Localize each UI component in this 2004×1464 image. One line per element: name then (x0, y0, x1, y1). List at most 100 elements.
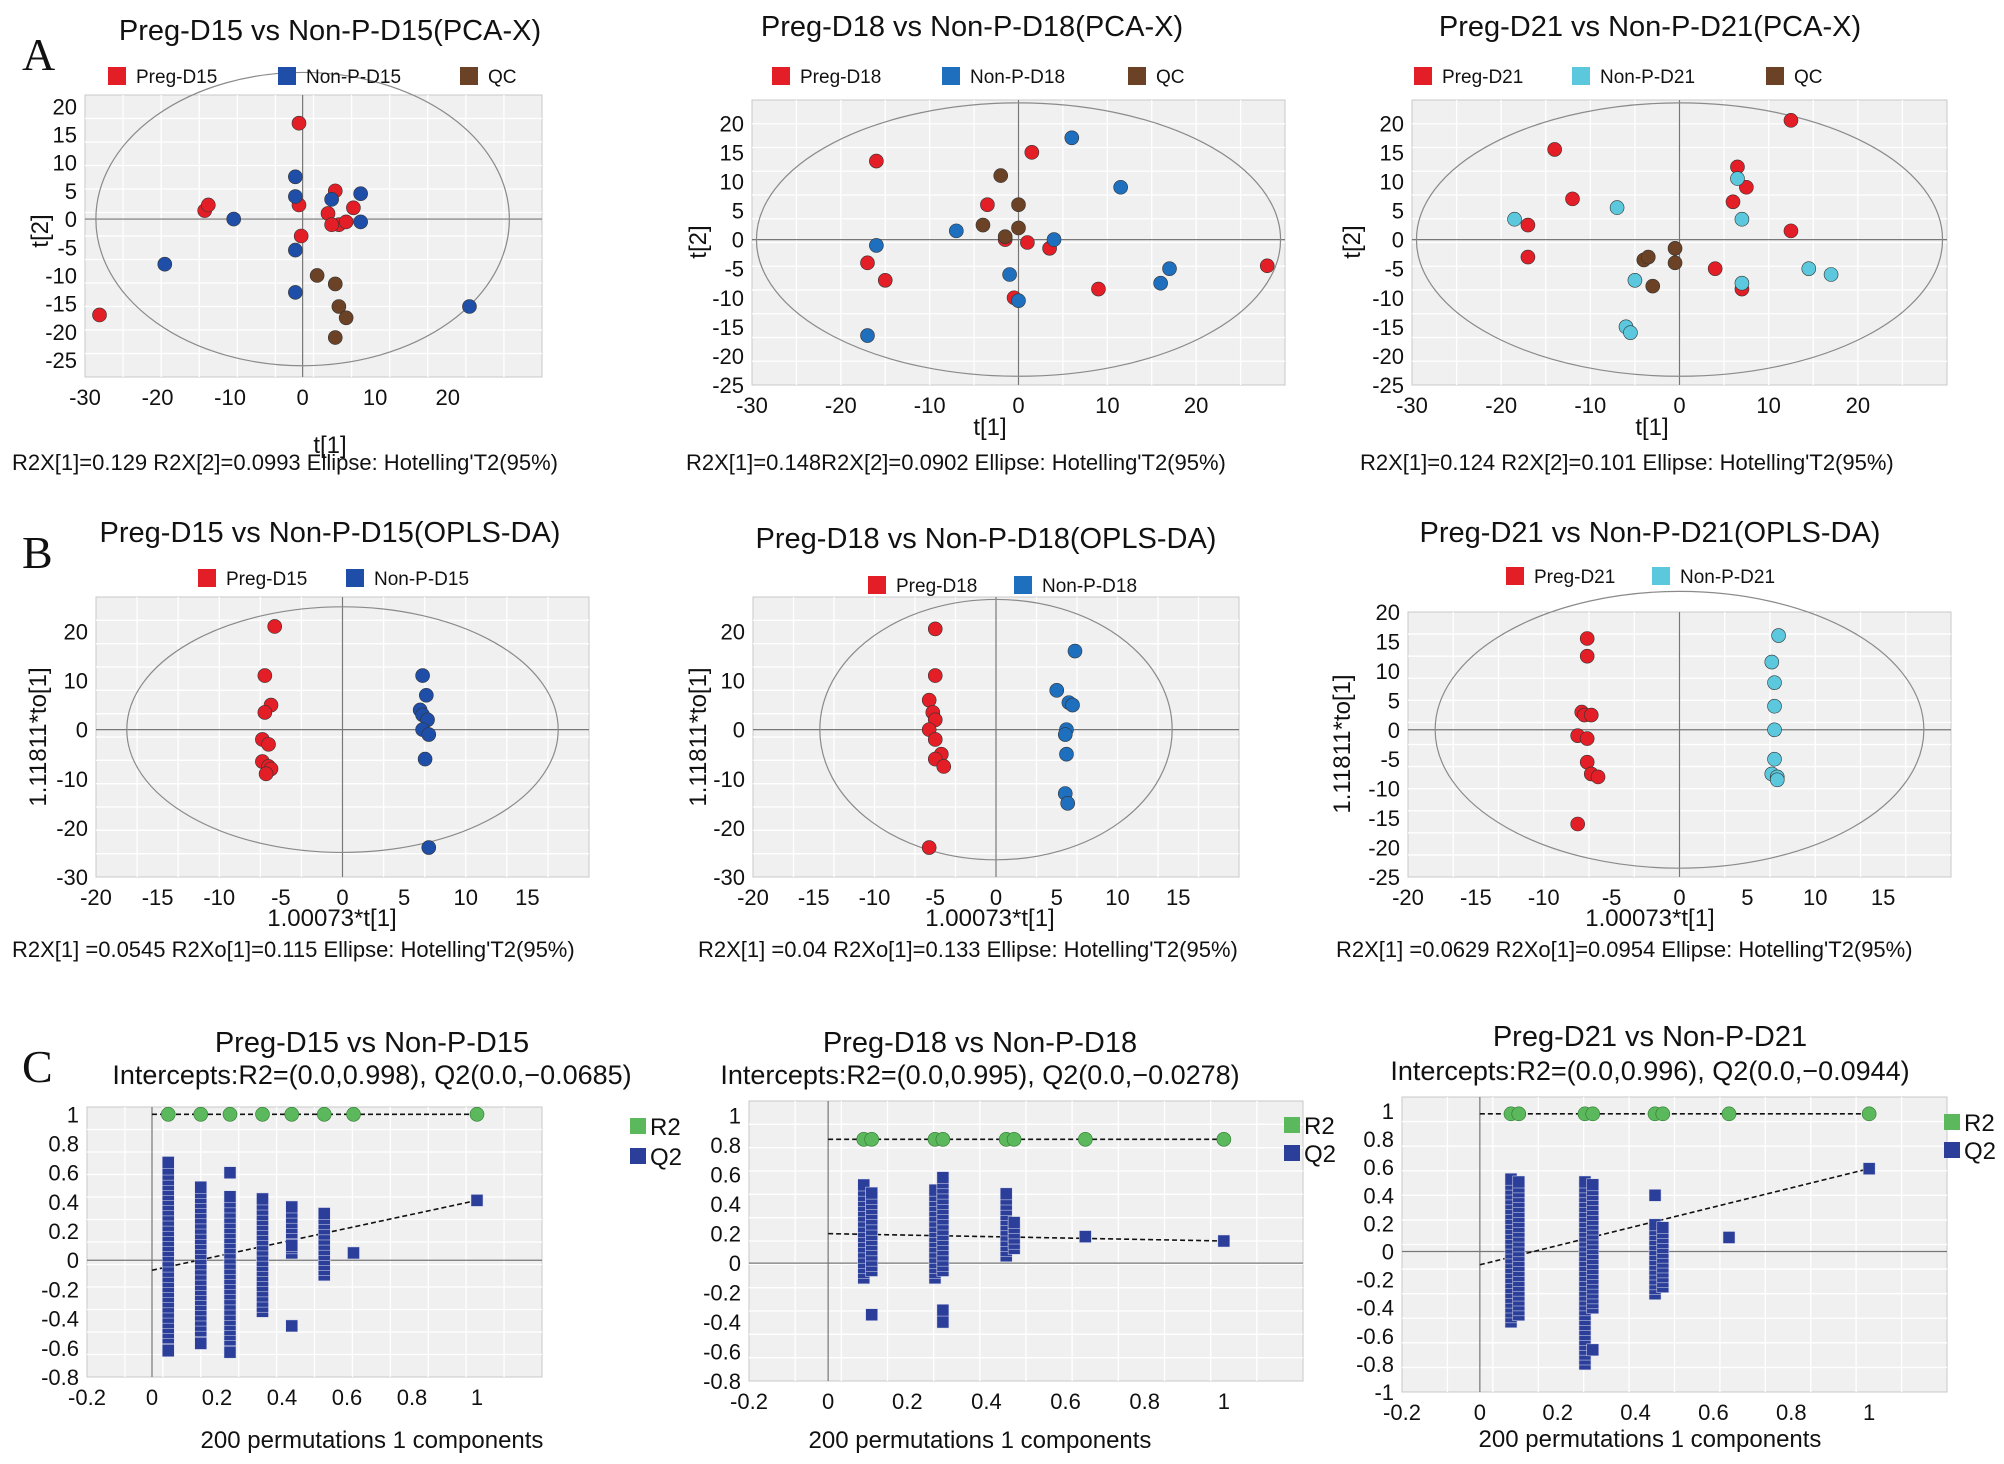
y-axis-label: t[2] (1339, 225, 1366, 258)
hotelling-ellipse (1415, 102, 1944, 377)
y-tick-label: -20 (1372, 344, 1404, 369)
hotelling-ellipse (1434, 590, 1925, 869)
x-tick-label: -15 (1460, 885, 1492, 910)
x-tick-label: 10 (1803, 885, 1827, 910)
y-tick-label: 0.8 (710, 1133, 741, 1158)
y-tick-label: 10 (1380, 169, 1404, 194)
legend-label: QC (1794, 67, 1823, 88)
data-point (927, 621, 943, 637)
data-point (1627, 273, 1643, 288)
x-tick-label: 0.8 (1776, 1400, 1807, 1425)
q2-point (194, 1337, 207, 1350)
y-tick-label: -20 (45, 320, 77, 345)
y-tick-label: 0.8 (48, 1131, 79, 1156)
y-tick-label: 15 (1376, 629, 1400, 654)
q2-point (936, 1171, 950, 1184)
y-tick-label: -0.8 (703, 1369, 741, 1394)
legend-swatch (1506, 567, 1524, 585)
data-point (936, 759, 952, 774)
x-tick-label: -10 (914, 393, 946, 418)
data-point (267, 619, 283, 634)
r2-point (864, 1132, 879, 1147)
y-tick-label: -25 (712, 373, 744, 398)
data-point (1570, 816, 1585, 832)
data-point (1162, 261, 1177, 276)
y-tick-label: -20 (1368, 836, 1400, 861)
y-tick-label: -0.8 (1356, 1352, 1394, 1377)
x-tick-label: 10 (1756, 393, 1780, 418)
x-tick-label: -10 (859, 885, 891, 910)
r2-point (1861, 1106, 1877, 1122)
data-point (1057, 727, 1073, 742)
legend-swatch-r2 (1284, 1117, 1300, 1133)
q2-point (936, 1315, 950, 1329)
x-tick-label: -30 (736, 393, 768, 418)
x-tick-label: -20 (80, 885, 112, 910)
q2-point (347, 1246, 360, 1260)
data-point (1769, 772, 1785, 788)
x-tick-label: -15 (142, 885, 174, 910)
data-point (1520, 217, 1536, 233)
y-tick-label: -20 (713, 816, 745, 841)
q2-point (285, 1239, 298, 1252)
y-tick-label: -15 (712, 315, 744, 340)
y-tick-label: 0 (732, 228, 744, 253)
data-point (1565, 191, 1580, 207)
y-tick-label: -10 (56, 767, 88, 792)
y-tick-label: 0 (733, 718, 745, 743)
q2-point (1722, 1231, 1736, 1244)
x-tick-label: -10 (203, 885, 235, 910)
chart-b1: Preg-D15 vs Non-P-D15(OPLS-DA) -20 -15 -10 -… (12, 517, 590, 962)
r2-point (1655, 1106, 1671, 1122)
data-point (1609, 200, 1625, 215)
x-axis-label: 200 permutations 1 components (201, 1427, 544, 1454)
x-tick-label: 10 (1105, 885, 1129, 910)
y-tick-label: 20 (720, 111, 744, 136)
y-tick-label: 0.6 (1363, 1155, 1394, 1180)
y-tick-label: -0.4 (703, 1310, 741, 1335)
chart-subtitle: Intercepts:R2=(0.0,0.995), Q2(0.0,−0.027… (720, 1060, 1239, 1090)
y-tick-label: -0.6 (703, 1340, 741, 1365)
x-axis-label: 1.00073*t[1] (1585, 905, 1714, 932)
x-tick-label: 20 (435, 385, 459, 410)
data-point (324, 192, 339, 207)
r2-point (193, 1106, 209, 1122)
data-point (1049, 683, 1065, 698)
legend-swatch (1014, 576, 1032, 594)
r2-point (222, 1106, 238, 1122)
data-point (869, 238, 884, 253)
y-tick-label: -15 (1368, 806, 1400, 831)
data-point (288, 189, 303, 204)
chart-title: Preg-D15 vs Non-P-D15(PCA-X) (119, 15, 541, 47)
y-tick-label: -30 (713, 865, 745, 890)
data-point (1547, 142, 1562, 157)
q2-point (194, 1181, 207, 1194)
x-tick-label: -20 (825, 393, 857, 418)
data-point (1011, 220, 1026, 236)
x-tick-label: 0.2 (1542, 1400, 1573, 1425)
legend-label: QC (1156, 67, 1185, 88)
y-tick-label: 20 (1380, 111, 1404, 136)
data-point (921, 840, 937, 855)
q2-point (223, 1166, 237, 1179)
chart-title: Preg-D21 vs Non-P-D21(OPLS-DA) (1420, 517, 1881, 549)
q2-point (162, 1344, 175, 1357)
data-point (993, 168, 1009, 183)
y-tick-label: 10 (53, 151, 77, 176)
chart-c2: Preg-D18 vs Non-P-D18Intercepts:R2=(0.0,… (703, 1027, 1336, 1454)
chart-b3: Preg-D21 vs Non-P-D21(OPLS-DA) -20 -15 -10 -… (1329, 517, 1952, 962)
data-point (860, 328, 875, 343)
x-tick-label: 0 (146, 1385, 158, 1410)
q2-point (256, 1192, 269, 1206)
x-tick-label: -5 (271, 885, 291, 910)
r2-point (935, 1132, 951, 1147)
legend-swatch (1766, 67, 1784, 85)
y-tick-label: 0 (1382, 1240, 1394, 1265)
hotelling-ellipse (819, 598, 1173, 861)
x-tick-label: 5 (1741, 885, 1753, 910)
data-point (419, 687, 434, 703)
data-point (293, 228, 309, 244)
y-tick-label: -10 (1372, 286, 1404, 311)
data-point (1730, 171, 1745, 186)
data-point (1667, 255, 1683, 271)
